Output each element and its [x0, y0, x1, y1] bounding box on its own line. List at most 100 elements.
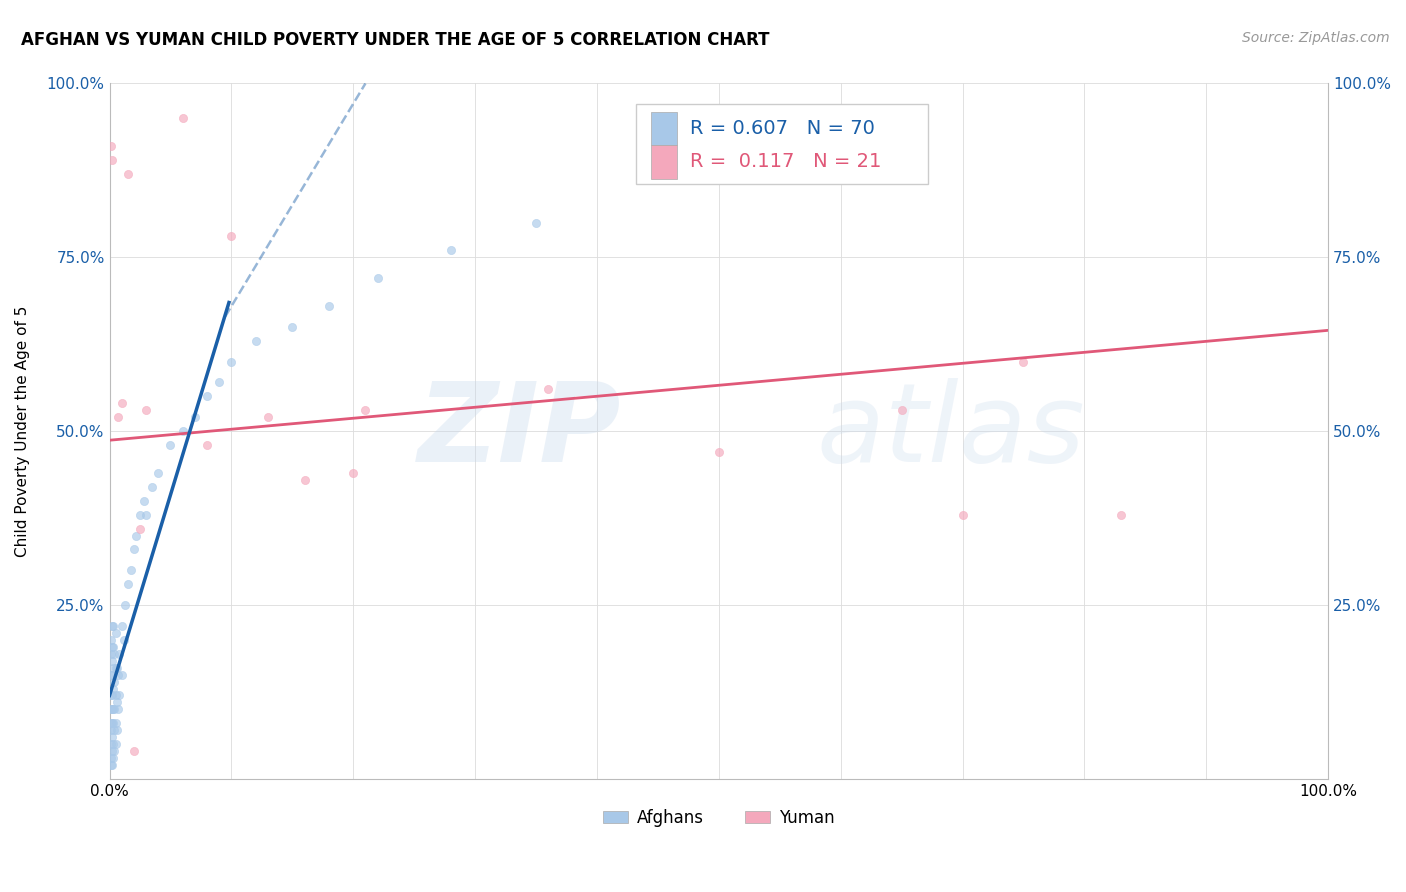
Point: [104, 689, 127, 703]
Point: [111, 619, 134, 633]
Point: [105, 695, 128, 709]
Legend: Afghans, Yuman: Afghans, Yuman: [596, 802, 841, 833]
Text: R = 0.607   N = 70: R = 0.607 N = 70: [689, 119, 875, 137]
Point: [108, 647, 131, 661]
Point: [108, 689, 131, 703]
Point: [195, 438, 218, 452]
Point: [195, 389, 218, 403]
Point: [129, 508, 152, 522]
Point: [890, 403, 912, 417]
Point: [129, 522, 152, 536]
Point: [100, 751, 122, 765]
Y-axis label: Child Poverty Under the Age of 5: Child Poverty Under the Age of 5: [15, 305, 30, 557]
Point: [184, 410, 207, 425]
Point: [105, 723, 128, 738]
Point: [141, 480, 163, 494]
FancyBboxPatch shape: [636, 104, 928, 185]
Point: [101, 667, 124, 681]
Point: [1012, 354, 1035, 368]
Point: [354, 403, 377, 417]
Point: [101, 619, 124, 633]
Point: [101, 640, 124, 654]
Point: [121, 563, 143, 577]
Point: [100, 702, 122, 716]
Point: [101, 730, 124, 744]
Point: [104, 737, 127, 751]
Point: [111, 667, 134, 681]
Point: [107, 667, 129, 681]
Point: [122, 744, 145, 758]
Point: [101, 716, 124, 731]
Point: [524, 215, 547, 229]
Point: [257, 410, 280, 425]
Point: [135, 403, 157, 417]
Point: [101, 702, 124, 716]
Point: [103, 716, 125, 731]
Bar: [651, 112, 678, 145]
Point: [112, 632, 135, 647]
Point: [104, 716, 127, 731]
Point: [172, 424, 194, 438]
Point: [952, 508, 974, 522]
Point: [103, 674, 125, 689]
Point: [103, 640, 125, 654]
Point: [135, 508, 157, 522]
Point: [367, 271, 389, 285]
Point: [100, 716, 122, 731]
Point: [103, 702, 125, 716]
Point: [440, 244, 463, 258]
Point: [103, 660, 125, 674]
Point: [100, 632, 122, 647]
Point: [1109, 508, 1132, 522]
Point: [104, 660, 127, 674]
Point: [100, 737, 122, 751]
Point: [245, 334, 267, 348]
Point: [707, 445, 730, 459]
Point: [208, 376, 231, 390]
Point: [103, 647, 125, 661]
Point: [103, 737, 125, 751]
Point: [114, 598, 136, 612]
Point: [221, 229, 243, 244]
Point: [100, 758, 122, 772]
Point: [101, 758, 124, 772]
Point: [100, 667, 122, 681]
Point: [104, 625, 127, 640]
Point: [117, 577, 139, 591]
Text: AFGHAN VS YUMAN CHILD POVERTY UNDER THE AGE OF 5 CORRELATION CHART: AFGHAN VS YUMAN CHILD POVERTY UNDER THE …: [21, 31, 769, 49]
Point: [103, 751, 125, 765]
Point: [125, 528, 148, 542]
Point: [101, 689, 124, 703]
Point: [281, 319, 304, 334]
Text: atlas: atlas: [817, 377, 1085, 484]
Point: [159, 438, 181, 452]
Point: [117, 167, 139, 181]
Point: [537, 383, 560, 397]
Point: [342, 466, 364, 480]
Point: [101, 654, 124, 668]
Point: [294, 473, 316, 487]
Text: ZIP: ZIP: [418, 377, 621, 484]
Point: [100, 139, 122, 153]
Point: [103, 702, 125, 716]
Point: [101, 744, 124, 758]
Point: [111, 396, 134, 410]
Text: Source: ZipAtlas.com: Source: ZipAtlas.com: [1241, 31, 1389, 45]
Point: [101, 153, 124, 167]
Text: R =  0.117   N = 21: R = 0.117 N = 21: [689, 153, 882, 171]
Point: [221, 354, 243, 368]
Point: [103, 744, 125, 758]
Point: [105, 660, 128, 674]
Point: [107, 702, 129, 716]
Point: [100, 689, 122, 703]
Point: [148, 466, 170, 480]
Point: [103, 619, 125, 633]
Point: [107, 410, 129, 425]
Point: [318, 299, 340, 313]
Point: [103, 681, 125, 696]
Point: [103, 723, 125, 738]
Point: [122, 542, 145, 557]
Point: [172, 112, 194, 126]
Point: [100, 647, 122, 661]
Point: [132, 493, 155, 508]
